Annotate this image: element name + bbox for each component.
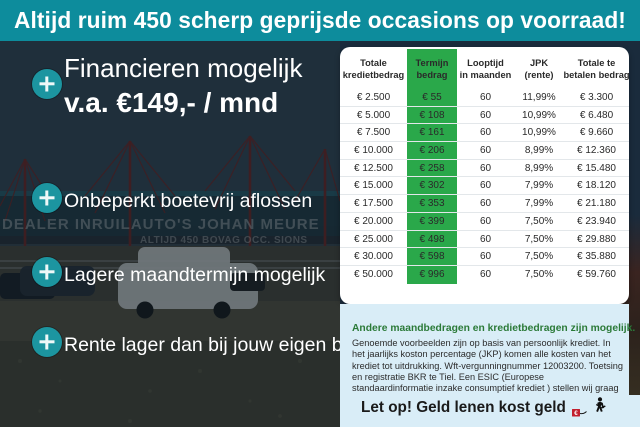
svg-text:€: €	[574, 410, 578, 417]
